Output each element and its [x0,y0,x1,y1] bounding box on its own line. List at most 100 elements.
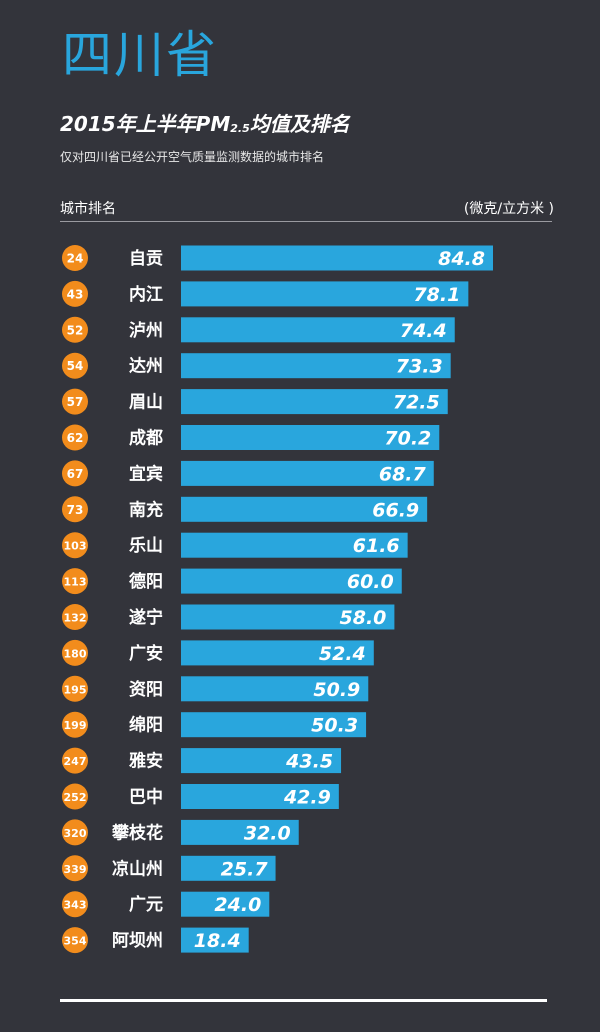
bar [181,532,408,558]
rank-badge [62,532,88,559]
bar-row: 113 德阳 60.0 [62,568,402,595]
rank-label: 180 [64,647,87,660]
value-label: 58.0 [340,607,387,629]
rank-label: 52 [67,323,84,337]
bar-row: 180 广安 52.4 [62,639,374,666]
rank-label: 199 [64,719,87,732]
city-label: 乐山 [129,536,163,556]
rank-label: 62 [67,431,84,445]
bar [181,748,342,774]
rank-label: 67 [67,467,84,481]
rank-label: 354 [64,935,87,948]
city-label: 眉山 [129,393,163,413]
bar-row: 343 广元 24.0 [62,891,270,918]
rank-label: 320 [64,827,87,840]
rank-label: 24 [67,252,84,266]
bar-row: 54 达州 73.3 [62,352,451,379]
value-label: 61.6 [353,535,400,557]
bar-row: 24 自贡 84.8 [62,245,493,271]
chart-title: 2015年上半年PM2.5均值及排名 [60,108,350,137]
rank-label: 43 [67,287,84,301]
rank-badge [62,711,88,738]
bar-row: 103 乐山 61.6 [62,532,408,559]
chart-subtitle: 仅对四川省已经公开空气质量监测数据的城市排名 [60,150,325,164]
title-main: 2015年上半年PM [60,112,231,136]
rank-badge [62,245,88,271]
city-label: 德阳 [129,571,163,592]
value-label: 50.3 [311,715,358,737]
value-label: 70.2 [384,428,431,450]
value-label: 84.8 [438,248,485,270]
bar-row: 62 成都 70.2 [62,424,440,451]
rank-label: 339 [64,863,87,876]
rank-label: 252 [64,791,87,804]
bar-row: 252 巴中 42.9 [62,783,339,810]
bar [181,496,428,522]
bar [181,353,451,379]
rank-badge [62,747,88,774]
city-label: 内江 [129,284,163,305]
column-header-unit: (微克/立方米 ) [463,201,554,217]
rank-badge [62,604,88,630]
bar [181,640,374,666]
rank-label: 113 [64,576,87,589]
value-label: 66.9 [372,499,419,521]
city-label: 宜宾 [129,463,163,484]
bar [181,712,367,738]
bottom-divider [60,999,547,1002]
value-label: 18.4 [194,930,241,952]
city-label: 成都 [129,428,163,449]
value-label: 68.7 [379,463,427,485]
title-subscript: 2.5 [230,122,250,135]
city-label: 遂宁 [129,607,163,628]
rank-badge [62,568,88,595]
bar-row: 339 凉山州 25.7 [62,855,276,882]
rank-badge [62,424,88,451]
value-label: 52.4 [319,643,366,665]
bar [181,281,469,307]
value-label: 50.9 [313,679,360,701]
bar [181,604,395,630]
city-label: 阿坝州 [112,931,163,951]
rank-label: 132 [64,612,87,625]
rank-label: 54 [67,359,84,373]
rank-label: 73 [67,503,84,517]
bar-row: 354 阿坝州 18.4 [62,927,249,954]
bar-row: 320 攀枝花 32.0 [62,819,299,846]
value-label: 74.4 [400,320,447,342]
bar [181,389,448,415]
bar [181,568,402,594]
rank-badge [62,927,88,954]
rank-label: 247 [64,755,87,768]
city-label: 资阳 [129,679,163,700]
city-label: 绵阳 [129,715,163,736]
rank-badge [62,496,88,523]
bar [181,855,276,881]
province-title: 四川省 [62,26,218,84]
rank-badge [62,388,88,415]
bar-row: 132 遂宁 58.0 [62,604,395,630]
bar-row: 52 泸州 74.4 [62,316,455,343]
rank-badge [62,460,88,487]
header-divider [60,221,552,222]
value-label: 73.3 [396,356,443,378]
city-label: 泸州 [129,321,163,341]
bar-row: 43 内江 78.1 [62,280,469,307]
rank-badge [62,316,88,343]
bar [181,819,299,845]
city-label: 广元 [129,894,163,915]
city-label: 攀枝花 [111,822,163,843]
rank-badge [62,675,88,702]
value-label: 25.7 [221,858,269,880]
bar-row: 57 眉山 72.5 [62,388,448,415]
rank-label: 195 [64,683,87,696]
city-label: 雅安 [128,751,163,772]
bar [181,245,493,271]
rank-label: 343 [64,899,87,912]
title-tail: 均值及排名 [249,112,350,136]
bar [181,784,339,809]
bar [181,676,369,702]
value-label: 42.9 [283,787,331,809]
bar-row: 73 南充 66.9 [62,496,428,523]
